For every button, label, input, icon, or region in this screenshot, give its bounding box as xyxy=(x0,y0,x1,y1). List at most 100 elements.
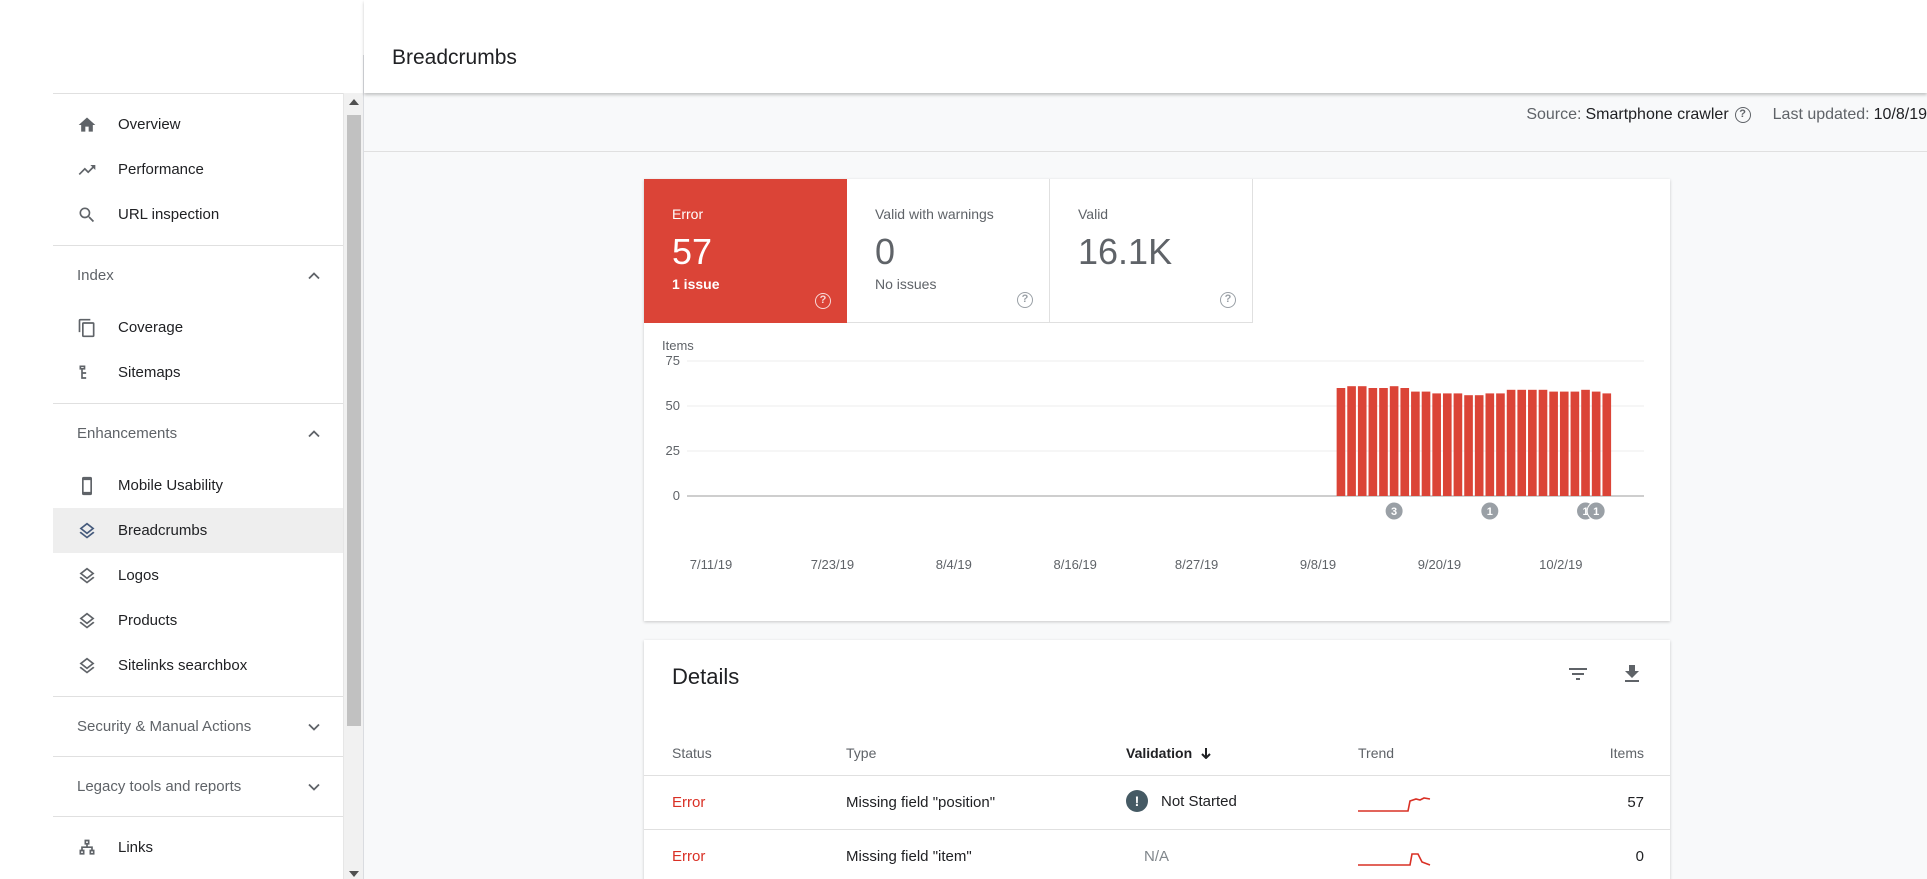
section-label: Legacy tools and reports xyxy=(77,778,242,795)
layers-icon xyxy=(77,521,97,541)
help-icon[interactable]: ? xyxy=(1017,292,1033,308)
column-items[interactable]: Items xyxy=(1609,745,1644,761)
chart-bar xyxy=(1581,389,1590,496)
sidebar-item-overview[interactable]: Overview xyxy=(53,102,343,147)
chart-bar xyxy=(1368,388,1378,496)
trending-up-icon xyxy=(77,160,97,180)
section-legacy-toggle[interactable]: Legacy tools and reports xyxy=(53,756,343,816)
sidebar-item-breadcrumbs[interactable]: Breadcrumbs xyxy=(53,508,343,553)
download-icon xyxy=(1625,665,1639,682)
valid-tile-value: 16.1K xyxy=(1078,231,1173,272)
download-button[interactable] xyxy=(1618,660,1646,688)
sidebar-item-mobile-usability[interactable]: Mobile Usability xyxy=(53,463,343,508)
sidebar-item-label: Coverage xyxy=(118,319,184,336)
error-tile[interactable]: Error 57 1 issue ? xyxy=(644,179,847,323)
filter-icon xyxy=(1569,668,1587,680)
annotation-marker xyxy=(1384,501,1404,521)
sidebar-item-url-inspection[interactable]: URL inspection xyxy=(53,192,343,237)
chart-bar xyxy=(1506,389,1516,496)
error-tile-label: Error xyxy=(672,206,704,222)
warnings-tile-sub: No issues xyxy=(875,276,937,292)
chart-bar xyxy=(1464,395,1473,496)
filter-button[interactable] xyxy=(1564,660,1592,688)
sidebar-spacer xyxy=(53,395,343,403)
sidebar-item-coverage[interactable]: Coverage xyxy=(53,305,343,350)
page-title: Breadcrumbs xyxy=(392,46,517,69)
section-enhancements-toggle[interactable]: Enhancements xyxy=(53,403,343,463)
items-chart-svg: Items 0 25 50 75 7/11/19 7/23/19 8/4/19 8/16/19 8… xyxy=(662,339,1644,572)
table-row[interactable]: Error Missing field "item" N/A 0 xyxy=(644,830,1670,879)
section-security-toggle[interactable]: Security & Manual Actions xyxy=(53,696,343,756)
sitemap-icon xyxy=(77,363,97,383)
x-tick-label: 8/16/19 xyxy=(1054,557,1097,572)
sidebar-item-label: Links xyxy=(118,839,154,856)
sidebar-item-logos[interactable]: Logos xyxy=(53,553,343,598)
annotation-marker xyxy=(1480,501,1500,521)
trend-line xyxy=(1358,797,1431,812)
layers-icon xyxy=(77,566,97,586)
column-validation-label: Validation xyxy=(1126,745,1193,761)
row-validation-label: Not Started xyxy=(1161,792,1237,810)
y-tick-label: 50 xyxy=(666,398,680,413)
valid-tile[interactable]: Valid 16.1K ? xyxy=(1050,179,1253,323)
chart-bar xyxy=(1474,395,1484,496)
sidebar-spacer xyxy=(53,237,343,245)
table-header: Status Type Validation Trend Items xyxy=(644,728,1670,776)
details-card: Details Status Type Validation Trend Ite… xyxy=(644,640,1670,879)
valid-tile-label: Valid xyxy=(1078,206,1109,222)
links-icon xyxy=(77,838,97,858)
table-row[interactable]: Error Missing field "position" ! Not Sta… xyxy=(644,776,1670,830)
search-icon xyxy=(77,205,97,225)
warnings-tile-value: 0 xyxy=(875,231,896,272)
details-title: Details xyxy=(672,664,740,689)
chart-bar xyxy=(1432,393,1441,496)
warnings-tile[interactable]: Valid with warnings 0 No issues ? xyxy=(847,179,1050,323)
annotation-label: 1 xyxy=(1582,506,1588,518)
chevron-up-icon xyxy=(307,269,321,283)
section-index-toggle[interactable]: Index xyxy=(53,245,343,305)
row-type: Missing field "item" xyxy=(846,848,972,865)
trend-line xyxy=(1358,853,1431,866)
column-status[interactable]: Status xyxy=(672,745,712,761)
y-tick-label: 0 xyxy=(673,488,680,503)
sidebar-item-label: Logos xyxy=(118,567,159,584)
main-content: Source: Smartphone crawler ? Last update… xyxy=(364,93,1927,879)
warnings-tile-label: Valid with warnings xyxy=(875,206,994,222)
sidebar-scrollbar[interactable] xyxy=(343,93,363,879)
error-tile-sub: 1 issue xyxy=(672,276,720,292)
sidebar-item-label: Products xyxy=(118,612,178,629)
sidebar-item-links[interactable]: Links xyxy=(53,825,343,870)
sidebar-item-label: URL inspection xyxy=(118,206,220,223)
sidebar-item-products[interactable]: Products xyxy=(53,598,343,643)
sidebar-spacer xyxy=(53,94,343,102)
sidebar-item-sitelinks-searchbox[interactable]: Sitelinks searchbox xyxy=(53,643,343,688)
x-tick-label: 10/2/19 xyxy=(1539,557,1582,572)
sidebar-spacer xyxy=(53,817,343,825)
scrollbar-thumb[interactable] xyxy=(347,115,361,726)
sidebar-item-sitemaps[interactable]: Sitemaps xyxy=(53,350,343,395)
source-bar: Source: Smartphone crawler ? Last update… xyxy=(364,93,1927,152)
help-icon[interactable]: ? xyxy=(1734,107,1751,123)
scroll-up-icon[interactable] xyxy=(349,99,359,105)
column-validation[interactable]: Validation xyxy=(1126,745,1212,761)
column-trend[interactable]: Trend xyxy=(1358,745,1395,761)
y-tick-label: 75 xyxy=(666,353,680,368)
sidebar-item-performance[interactable]: Performance xyxy=(53,147,343,192)
page-header: Breadcrumbs xyxy=(364,0,1927,93)
sidebar-item-label: Mobile Usability xyxy=(118,477,224,494)
scroll-down-icon[interactable] xyxy=(349,871,359,877)
chart-bar xyxy=(1602,393,1612,496)
chart-bar xyxy=(1549,391,1558,496)
smartphone-icon xyxy=(77,476,97,496)
column-type[interactable]: Type xyxy=(846,745,877,761)
chart-bar xyxy=(1570,391,1580,496)
help-icon[interactable]: ? xyxy=(815,293,831,309)
source-value: Smartphone crawler xyxy=(1585,106,1729,123)
items-chart: Items 0 25 50 75 7/11/19 7/23/19 8/4/19 8/16/19 8… xyxy=(644,339,1670,621)
x-tick-label: 8/27/19 xyxy=(1175,557,1218,572)
help-icon[interactable]: ? xyxy=(1220,292,1236,308)
row-validation: N/A xyxy=(1144,848,1170,865)
header-divider xyxy=(363,55,364,879)
chart-bar xyxy=(1538,389,1548,496)
section-label: Index xyxy=(77,267,114,284)
